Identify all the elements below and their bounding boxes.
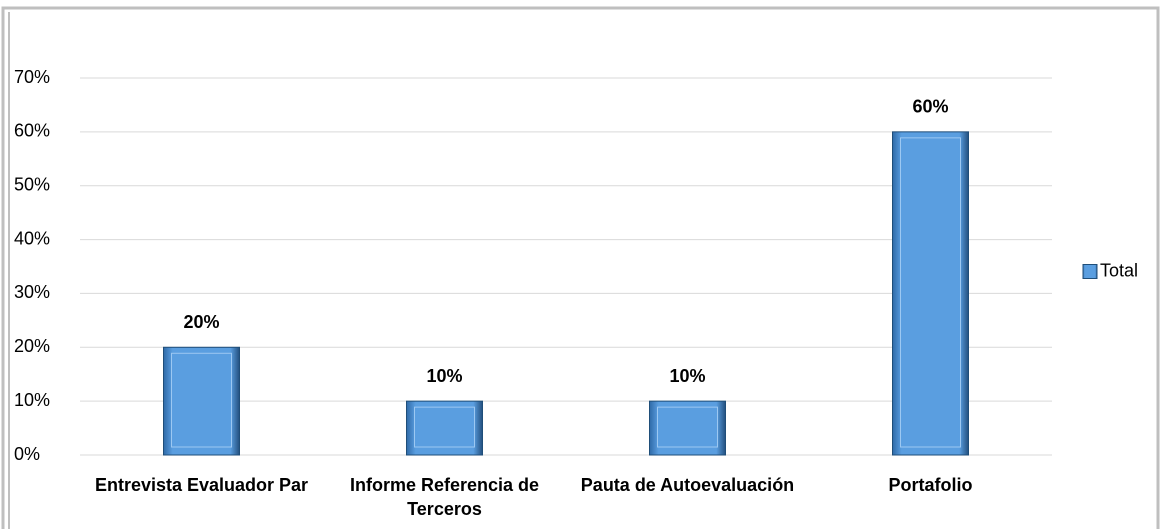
data-label: 60% [912, 97, 948, 117]
data-label: 10% [426, 366, 462, 386]
legend-swatch [1082, 264, 1098, 279]
y-tick-label: 70% [14, 67, 50, 87]
x-tick-label: Informe Referencia de Terceros [349, 475, 540, 519]
y-tick-label: 20% [14, 336, 50, 356]
x-tick-label: Portafolio [888, 475, 973, 495]
y-tick-label: 60% [14, 121, 50, 141]
legend-label: Total [1100, 260, 1138, 280]
data-label: 10% [669, 366, 705, 386]
y-tick-label: 50% [14, 174, 50, 194]
bar-bevel [414, 406, 475, 448]
chart-frame [1, 6, 1160, 529]
bar-bevel [657, 406, 718, 448]
x-tick-label: Pauta de Autoevaluación [580, 475, 795, 495]
bar-bevel [900, 137, 961, 448]
bar-bevel [171, 352, 232, 448]
x-tick-label: Entrevista Evaluador Par [94, 475, 309, 495]
y-tick-label: 30% [14, 282, 50, 302]
y-tick-label: 10% [14, 390, 50, 410]
y-tick-label: 0% [14, 444, 40, 464]
data-label: 20% [183, 312, 219, 332]
y-tick-label: 40% [14, 228, 50, 248]
